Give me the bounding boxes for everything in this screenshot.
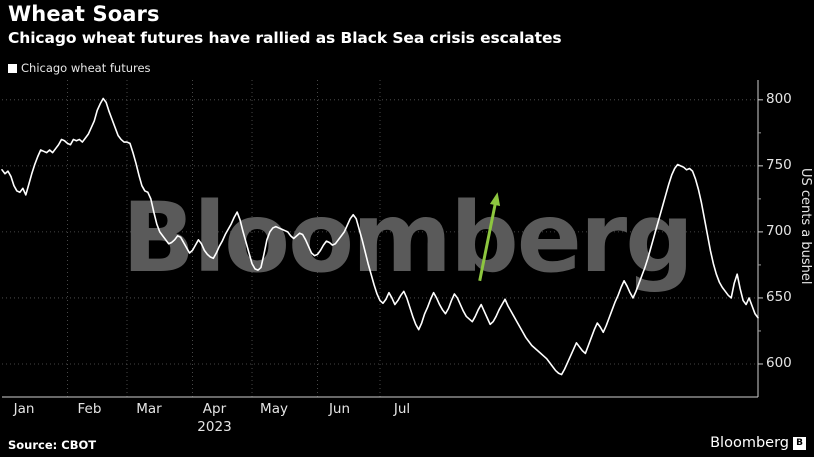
y-tick-label: 650 [766, 288, 792, 305]
vertical-gridlines [67, 80, 381, 397]
legend-swatch-icon [8, 63, 17, 73]
brand-text: Bloomberg [710, 435, 789, 451]
axis-tickmarks [758, 99, 763, 365]
x-axis-title: 2023 [197, 419, 232, 435]
y-axis-title: US cents a bushel [798, 168, 813, 285]
trend-arrow-annotation [478, 192, 501, 282]
arrow-shaft [478, 201, 498, 282]
bloomberg-watermark: Bloomberg [122, 182, 694, 294]
x-tick-label: Jul [393, 401, 411, 417]
y-tick-label: 750 [766, 156, 792, 173]
source-note: Source: CBOT [8, 438, 97, 452]
x-tick-label: Mar [136, 401, 162, 417]
y-tick-label: 800 [766, 90, 792, 107]
y-tick-label: 600 [766, 354, 792, 371]
chart-legend: Chicago wheat futures [8, 61, 151, 75]
x-tick-label: Feb [77, 401, 102, 417]
arrow-head [489, 192, 501, 207]
bloomberg-logo-icon: B [793, 436, 806, 450]
x-tick-label: Jun [328, 401, 351, 417]
y-tick-label: 700 [766, 222, 792, 239]
legend-item-label: Chicago wheat futures [21, 61, 151, 75]
x-tick-label: Jan [13, 401, 35, 417]
price-line-series [1, 97, 759, 376]
x-tick-label: May [260, 401, 288, 417]
x-tick-label: Apr [202, 401, 227, 417]
chart-title: Wheat Soars [8, 2, 160, 26]
chart-subtitle: Chicago wheat futures have rallied as Bl… [8, 29, 562, 47]
bloomberg-brand: Bloomberg B [710, 435, 806, 451]
